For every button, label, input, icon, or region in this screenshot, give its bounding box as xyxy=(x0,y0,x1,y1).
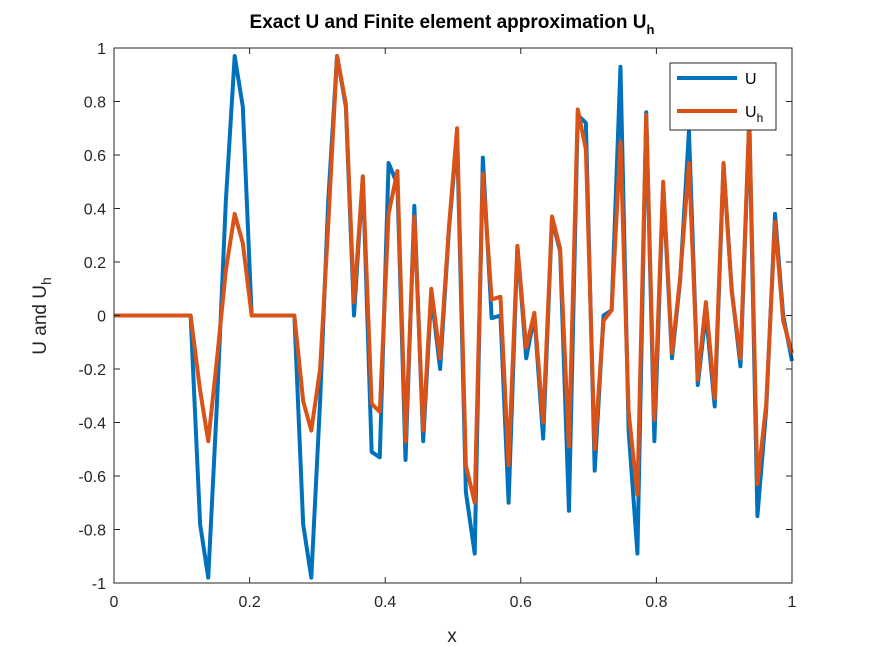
y-tick-label: -0.4 xyxy=(78,416,106,433)
y-tick-label: -0.6 xyxy=(78,469,106,486)
y-tick-label: 0.2 xyxy=(84,255,106,272)
series-line-uh xyxy=(114,54,794,505)
plot-area xyxy=(114,48,792,583)
y-axis-label: U and Uh xyxy=(30,277,54,355)
x-axis: 0 0.2 0.4 0.6 0.8 1 xyxy=(110,48,797,611)
chart-title: Exact U and Finite element approximation… xyxy=(250,12,655,37)
y-tick-label: -1 xyxy=(92,576,106,593)
series-layer xyxy=(114,54,794,580)
y-tick-label: 0 xyxy=(97,309,106,326)
x-tick-label: 0.6 xyxy=(510,594,532,611)
x-tick-label: 0.8 xyxy=(645,594,667,611)
y-tick-label: 1 xyxy=(97,41,106,58)
x-axis-label: x xyxy=(447,626,457,647)
legend-box xyxy=(669,62,777,131)
y-tick-label: 0.4 xyxy=(84,202,106,219)
legend-entry-uh: Uh xyxy=(745,104,763,125)
y-tick-label: -0.8 xyxy=(78,523,106,540)
y-tick-label: 0.6 xyxy=(84,148,106,165)
x-tick-label: 0.2 xyxy=(238,594,260,611)
x-tick-label: 0 xyxy=(110,594,119,611)
y-tick-label: 0.8 xyxy=(84,95,106,112)
y-tick-label: -0.2 xyxy=(78,362,106,379)
y-axis: -1 -0.8 -0.6 -0.4 -0.2 0 0.2 0.4 0.6 0.8 1 xyxy=(78,41,792,593)
legend: U Uh xyxy=(669,62,777,131)
legend-entry-u: U xyxy=(745,71,757,88)
x-tick-label: 0.4 xyxy=(374,594,396,611)
x-tick-label: 1 xyxy=(788,594,797,611)
